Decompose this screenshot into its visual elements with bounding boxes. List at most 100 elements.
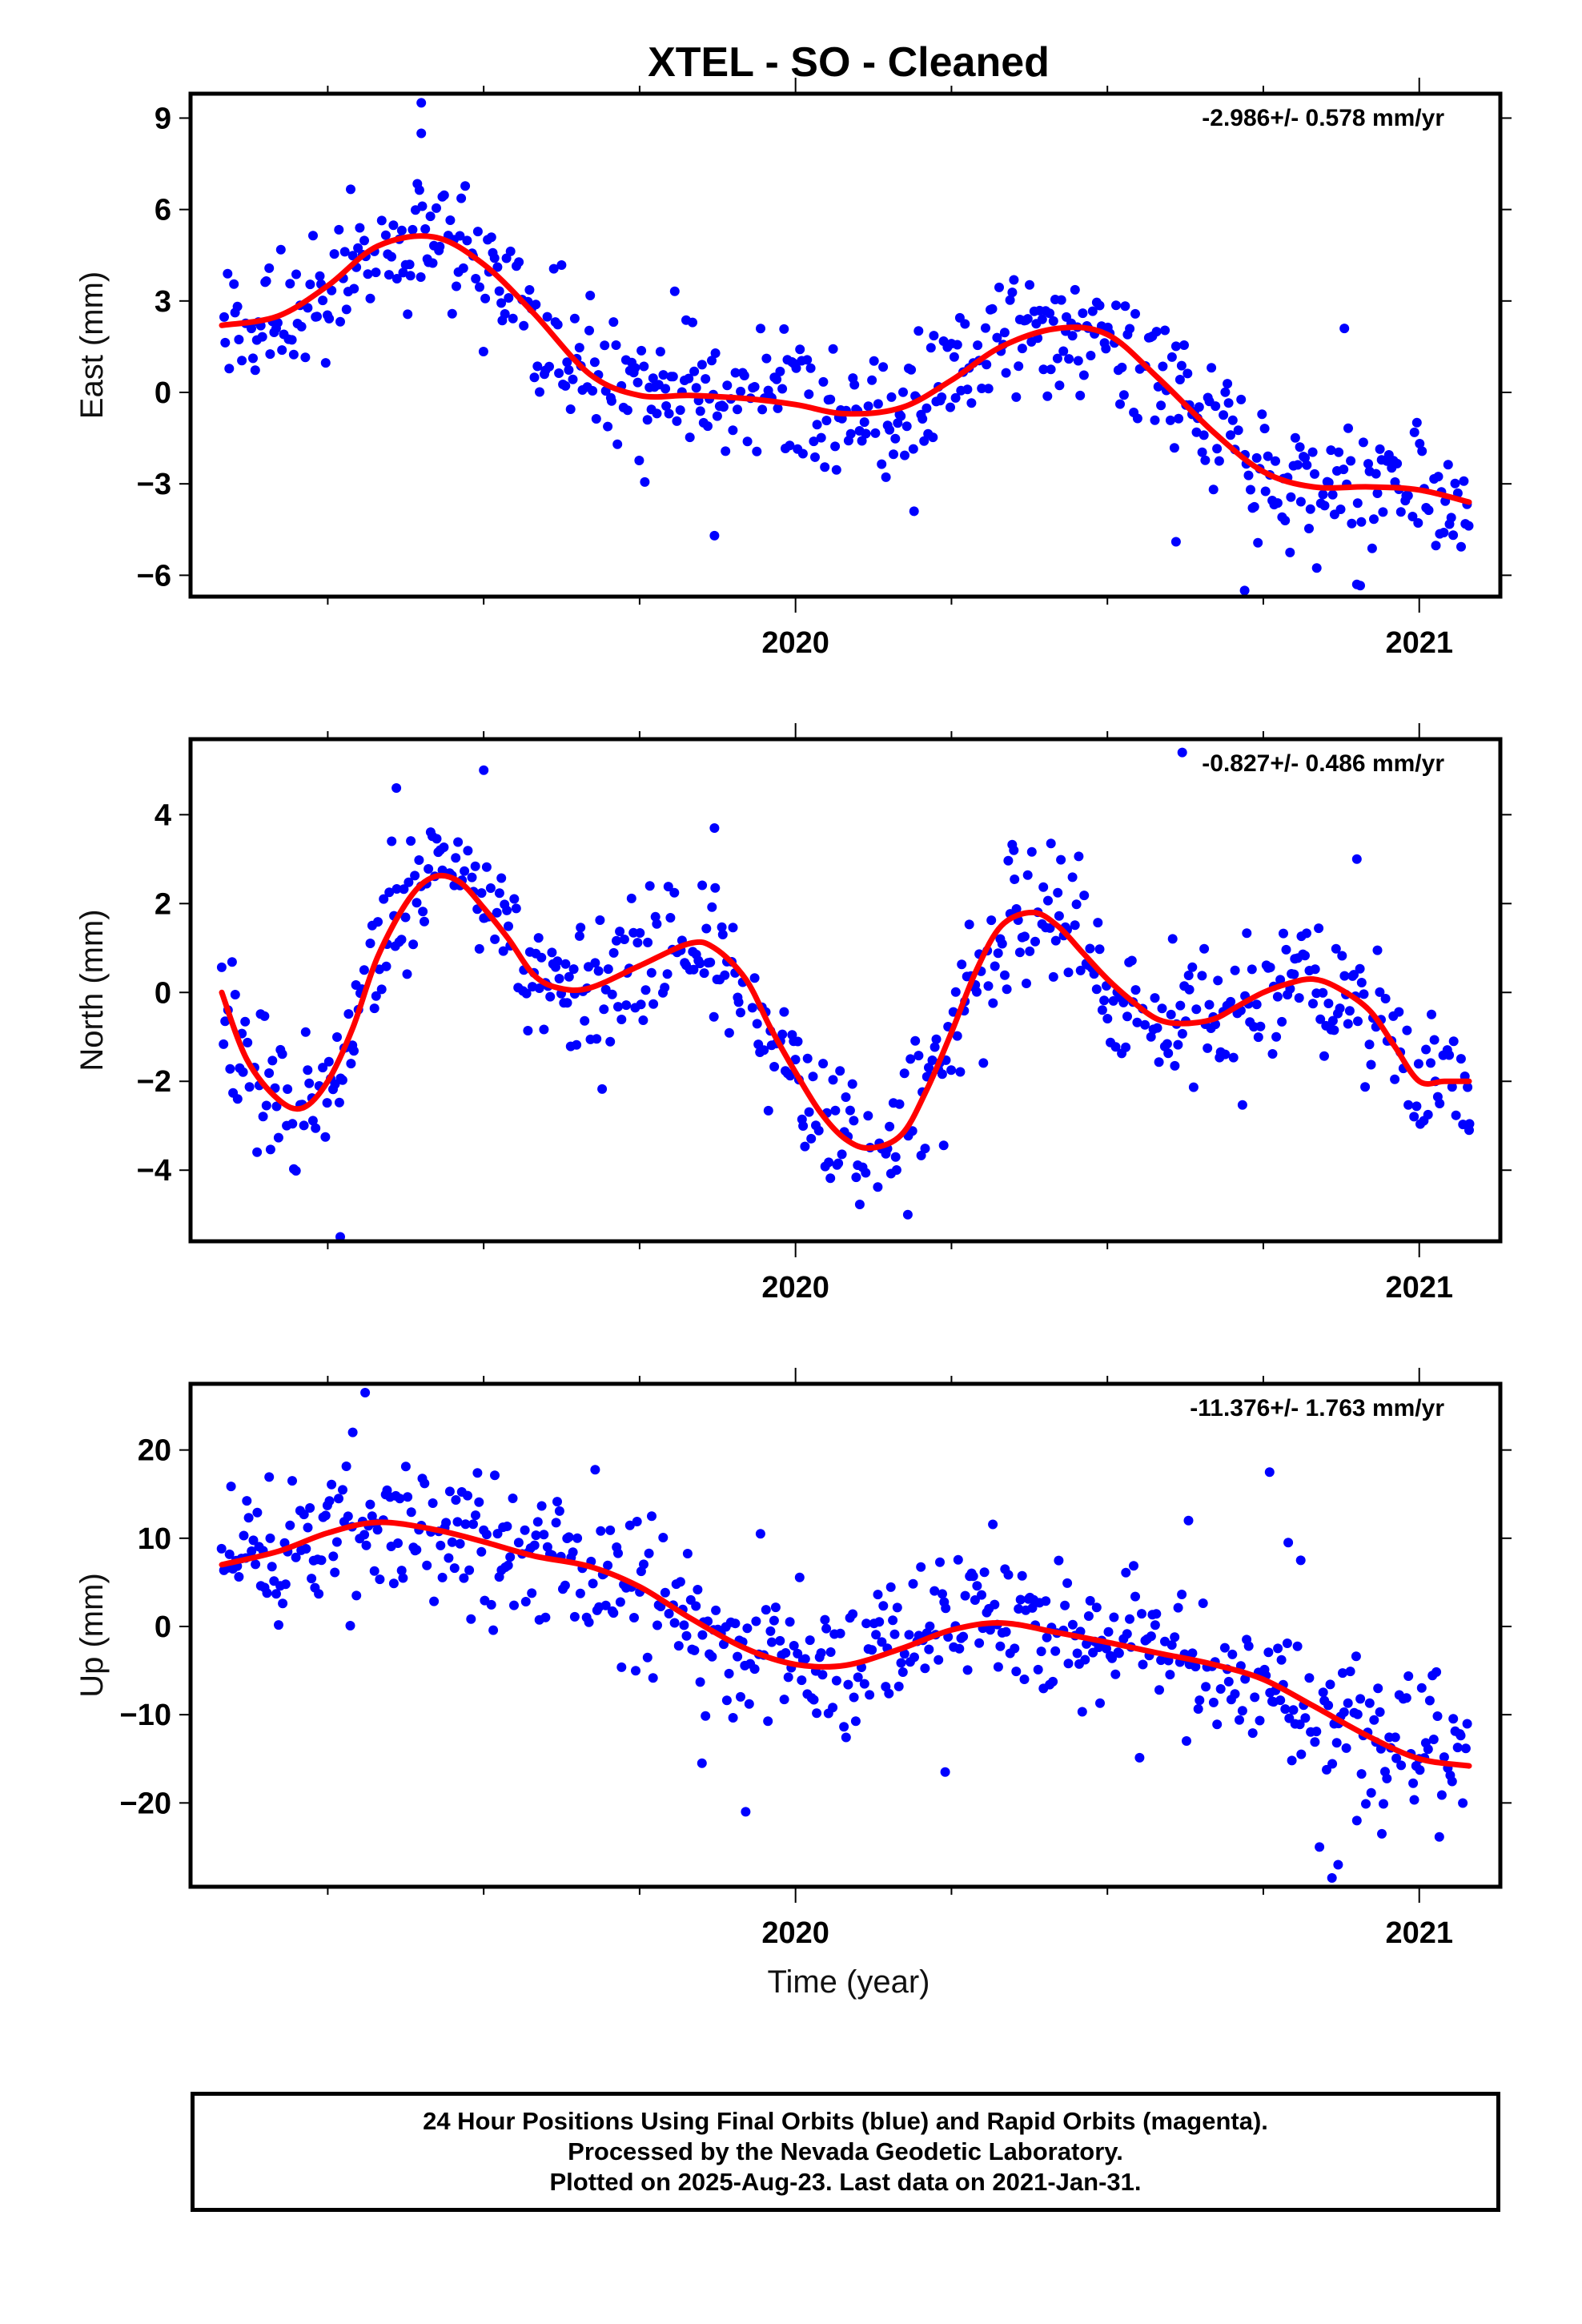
- data-point: [1125, 1614, 1134, 1624]
- data-point: [995, 1641, 1006, 1651]
- data-point: [804, 389, 814, 400]
- data-point: [1085, 1595, 1095, 1606]
- data-point: [1048, 971, 1058, 982]
- data-point: [552, 956, 563, 967]
- data-point: [1276, 1655, 1287, 1665]
- data-point: [410, 870, 420, 881]
- data-point: [264, 1472, 275, 1482]
- data-point: [802, 355, 813, 365]
- data-point: [820, 462, 830, 472]
- data-point: [851, 1172, 861, 1183]
- data-point: [291, 1166, 301, 1176]
- data-point: [1339, 1707, 1349, 1717]
- data-point: [1173, 1039, 1183, 1050]
- data-point: [619, 935, 629, 944]
- y-tick-label: 4: [155, 798, 171, 832]
- data-point-outlier: [1283, 1538, 1294, 1548]
- caption-line-2: Processed by the Nevada Geodetic Laborat…: [568, 2137, 1123, 2165]
- data-point: [1107, 1653, 1117, 1663]
- data-point: [831, 464, 841, 475]
- data-point: [800, 1141, 810, 1152]
- data-point: [1335, 1003, 1345, 1014]
- data-point: [982, 360, 992, 370]
- data-point: [328, 1551, 339, 1562]
- data-point: [399, 884, 409, 895]
- data-point: [808, 1072, 818, 1082]
- data-point: [890, 1152, 901, 1162]
- data-point: [460, 1519, 471, 1530]
- data-point: [999, 328, 1010, 338]
- data-point: [1353, 1016, 1363, 1027]
- data-point: [783, 1672, 793, 1683]
- data-point: [365, 1499, 375, 1510]
- data-point: [216, 962, 227, 972]
- data-point: [396, 935, 407, 945]
- data-point: [885, 1121, 895, 1132]
- y-tick-label: −6: [137, 559, 171, 593]
- data-point: [997, 939, 1007, 949]
- data-point: [441, 1518, 452, 1528]
- data-point: [1060, 1600, 1070, 1610]
- data-point: [1103, 1626, 1114, 1637]
- data-point: [1319, 1051, 1329, 1061]
- data-point: [456, 193, 467, 203]
- data-point: [805, 1635, 815, 1646]
- data-point: [1396, 1760, 1407, 1771]
- data-point: [1391, 1753, 1402, 1763]
- data-point: [859, 1679, 869, 1689]
- data-point: [341, 304, 351, 315]
- data-point: [1464, 521, 1474, 531]
- data-point: [1158, 361, 1168, 372]
- data-point: [287, 1476, 297, 1486]
- data-point: [535, 387, 544, 397]
- data-point: [742, 436, 753, 447]
- data-point: [1184, 984, 1195, 995]
- data-point: [1356, 1769, 1367, 1779]
- data-point: [869, 356, 879, 366]
- data-point: [603, 1560, 613, 1570]
- data-point: [303, 303, 313, 313]
- data-point: [564, 1532, 574, 1542]
- data-point-outlier: [1351, 854, 1362, 864]
- data-point: [1199, 430, 1209, 440]
- data-point: [1115, 399, 1125, 409]
- data-point: [533, 933, 544, 943]
- data-point: [1007, 287, 1018, 298]
- data-point: [1395, 507, 1406, 517]
- data-point: [564, 971, 574, 982]
- data-point: [756, 324, 765, 334]
- data-point: [574, 343, 584, 353]
- data-point-outlier: [909, 506, 919, 517]
- y-tick-label: −4: [137, 1154, 171, 1188]
- data-point: [505, 246, 516, 256]
- data-point: [908, 1578, 918, 1589]
- data-point: [603, 421, 613, 432]
- data-point: [873, 399, 883, 409]
- data-point: [267, 1055, 278, 1066]
- data-point: [917, 414, 928, 424]
- data-point: [462, 235, 472, 246]
- data-point: [437, 1572, 448, 1582]
- data-point: [958, 1631, 969, 1642]
- data-point: [1366, 1787, 1376, 1798]
- data-point: [1296, 1749, 1307, 1759]
- data-point: [736, 1691, 745, 1702]
- data-point: [763, 1105, 773, 1116]
- data-point: [464, 1565, 475, 1575]
- data-point: [1183, 971, 1194, 980]
- data-point: [789, 1641, 799, 1651]
- data-point: [1271, 1031, 1282, 1042]
- data-point: [1156, 1655, 1166, 1666]
- data-point: [1037, 314, 1047, 324]
- data-point: [889, 449, 898, 460]
- data-point: [733, 997, 744, 1007]
- data-point: [622, 405, 632, 416]
- data-point: [1048, 1676, 1058, 1687]
- data-point: [257, 332, 267, 342]
- rate-annotation: -2.986+/- 0.578 mm/yr: [1202, 105, 1444, 131]
- data-point: [552, 320, 563, 330]
- data-point: [728, 1713, 738, 1723]
- data-point: [899, 1649, 909, 1659]
- data-point: [234, 1572, 244, 1582]
- data-point: [265, 1533, 275, 1543]
